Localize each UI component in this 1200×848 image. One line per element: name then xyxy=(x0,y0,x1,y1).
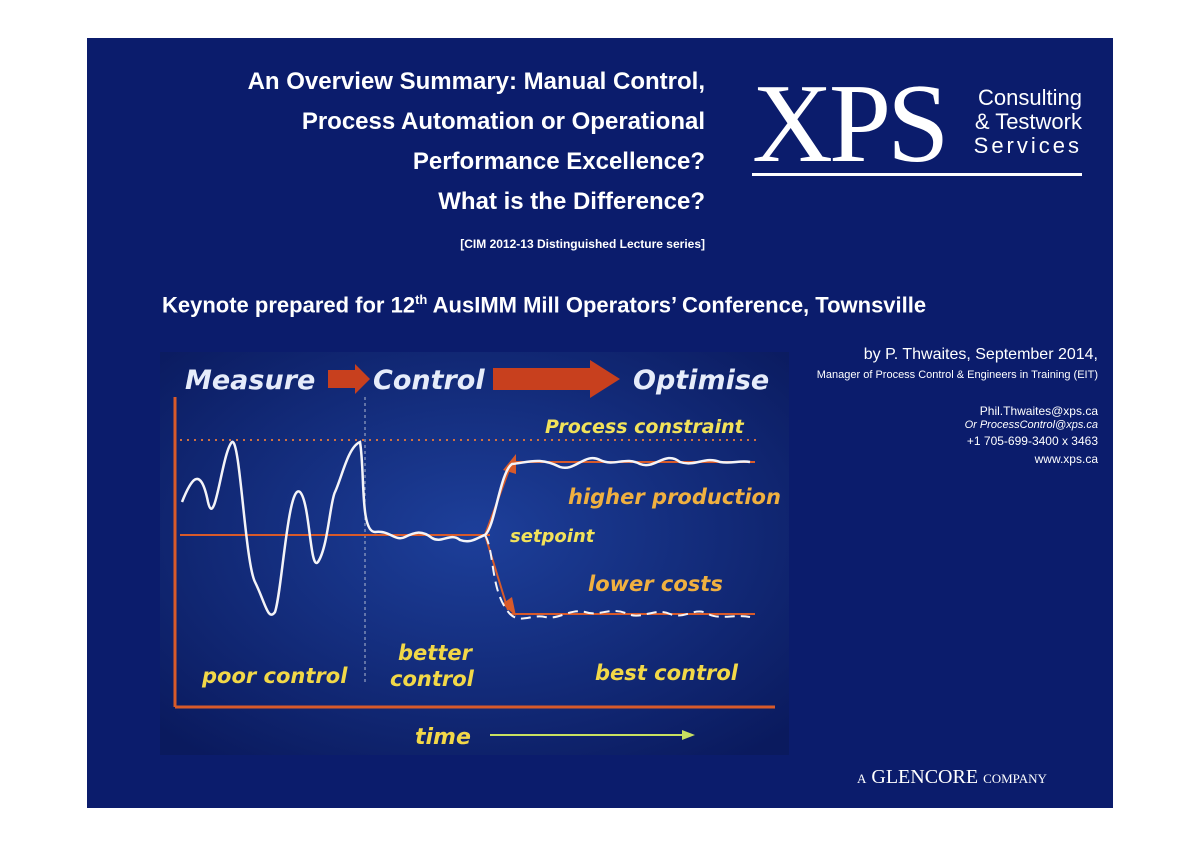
figure-label: best control xyxy=(595,661,739,685)
logo-text: Services xyxy=(973,133,1082,158)
title-line: Performance Excellence? xyxy=(412,148,705,175)
stage-label: Measure xyxy=(185,365,315,396)
title-line: Process Automation or Operational xyxy=(301,108,705,135)
stage-label: Control xyxy=(373,365,485,396)
website: www.xps.ca xyxy=(1034,452,1098,466)
footer-suffix: COMPANY xyxy=(983,771,1047,786)
figure-label: Process constraint xyxy=(545,416,745,438)
keynote-text: Keynote prepared for 12 xyxy=(162,292,416,318)
role: Manager of Process Control & Engineers i… xyxy=(816,369,1098,381)
control-figure: Measure Control Optimise Process constra… xyxy=(160,352,789,755)
figure-label: control xyxy=(390,667,475,691)
title-line: What is the Difference? xyxy=(438,188,705,215)
keynote-sup: th xyxy=(415,292,428,307)
footer-company: GLENCORE xyxy=(871,766,979,788)
logo-rule xyxy=(752,173,1082,176)
alt-email: Or ProcessControl@xps.ca xyxy=(964,419,1098,431)
figure-label: better xyxy=(398,641,474,665)
logo-text: & Testwork xyxy=(974,109,1082,134)
byline: by P. Thwaites, September 2014, xyxy=(863,346,1098,363)
title-line: An Overview Summary: Manual Control, xyxy=(247,68,705,95)
phone: +1 705-699-3400 x 3463 xyxy=(966,434,1098,448)
keynote-text: AusIMM Mill Operators’ Conference, Towns… xyxy=(427,292,927,318)
logo-text: Consulting xyxy=(978,85,1082,110)
figure-label: higher production xyxy=(568,485,781,509)
figure-label: time xyxy=(415,725,471,750)
stage-label: Optimise xyxy=(633,365,769,396)
figure-label: lower costs xyxy=(588,572,723,596)
keynote: Keynote prepared for 12th AusIMM Mill Op… xyxy=(162,292,926,318)
figure-label: setpoint xyxy=(510,526,596,547)
footer-a: A xyxy=(857,771,867,786)
figure-label: poor control xyxy=(201,664,348,688)
email: Phil.Thwaites@xps.ca xyxy=(979,404,1098,418)
series-note: [CIM 2012-13 Distinguished Lecture serie… xyxy=(460,237,705,251)
footer: A GLENCORE COMPANY xyxy=(857,766,1047,789)
logo-mark: XPS xyxy=(752,62,949,186)
